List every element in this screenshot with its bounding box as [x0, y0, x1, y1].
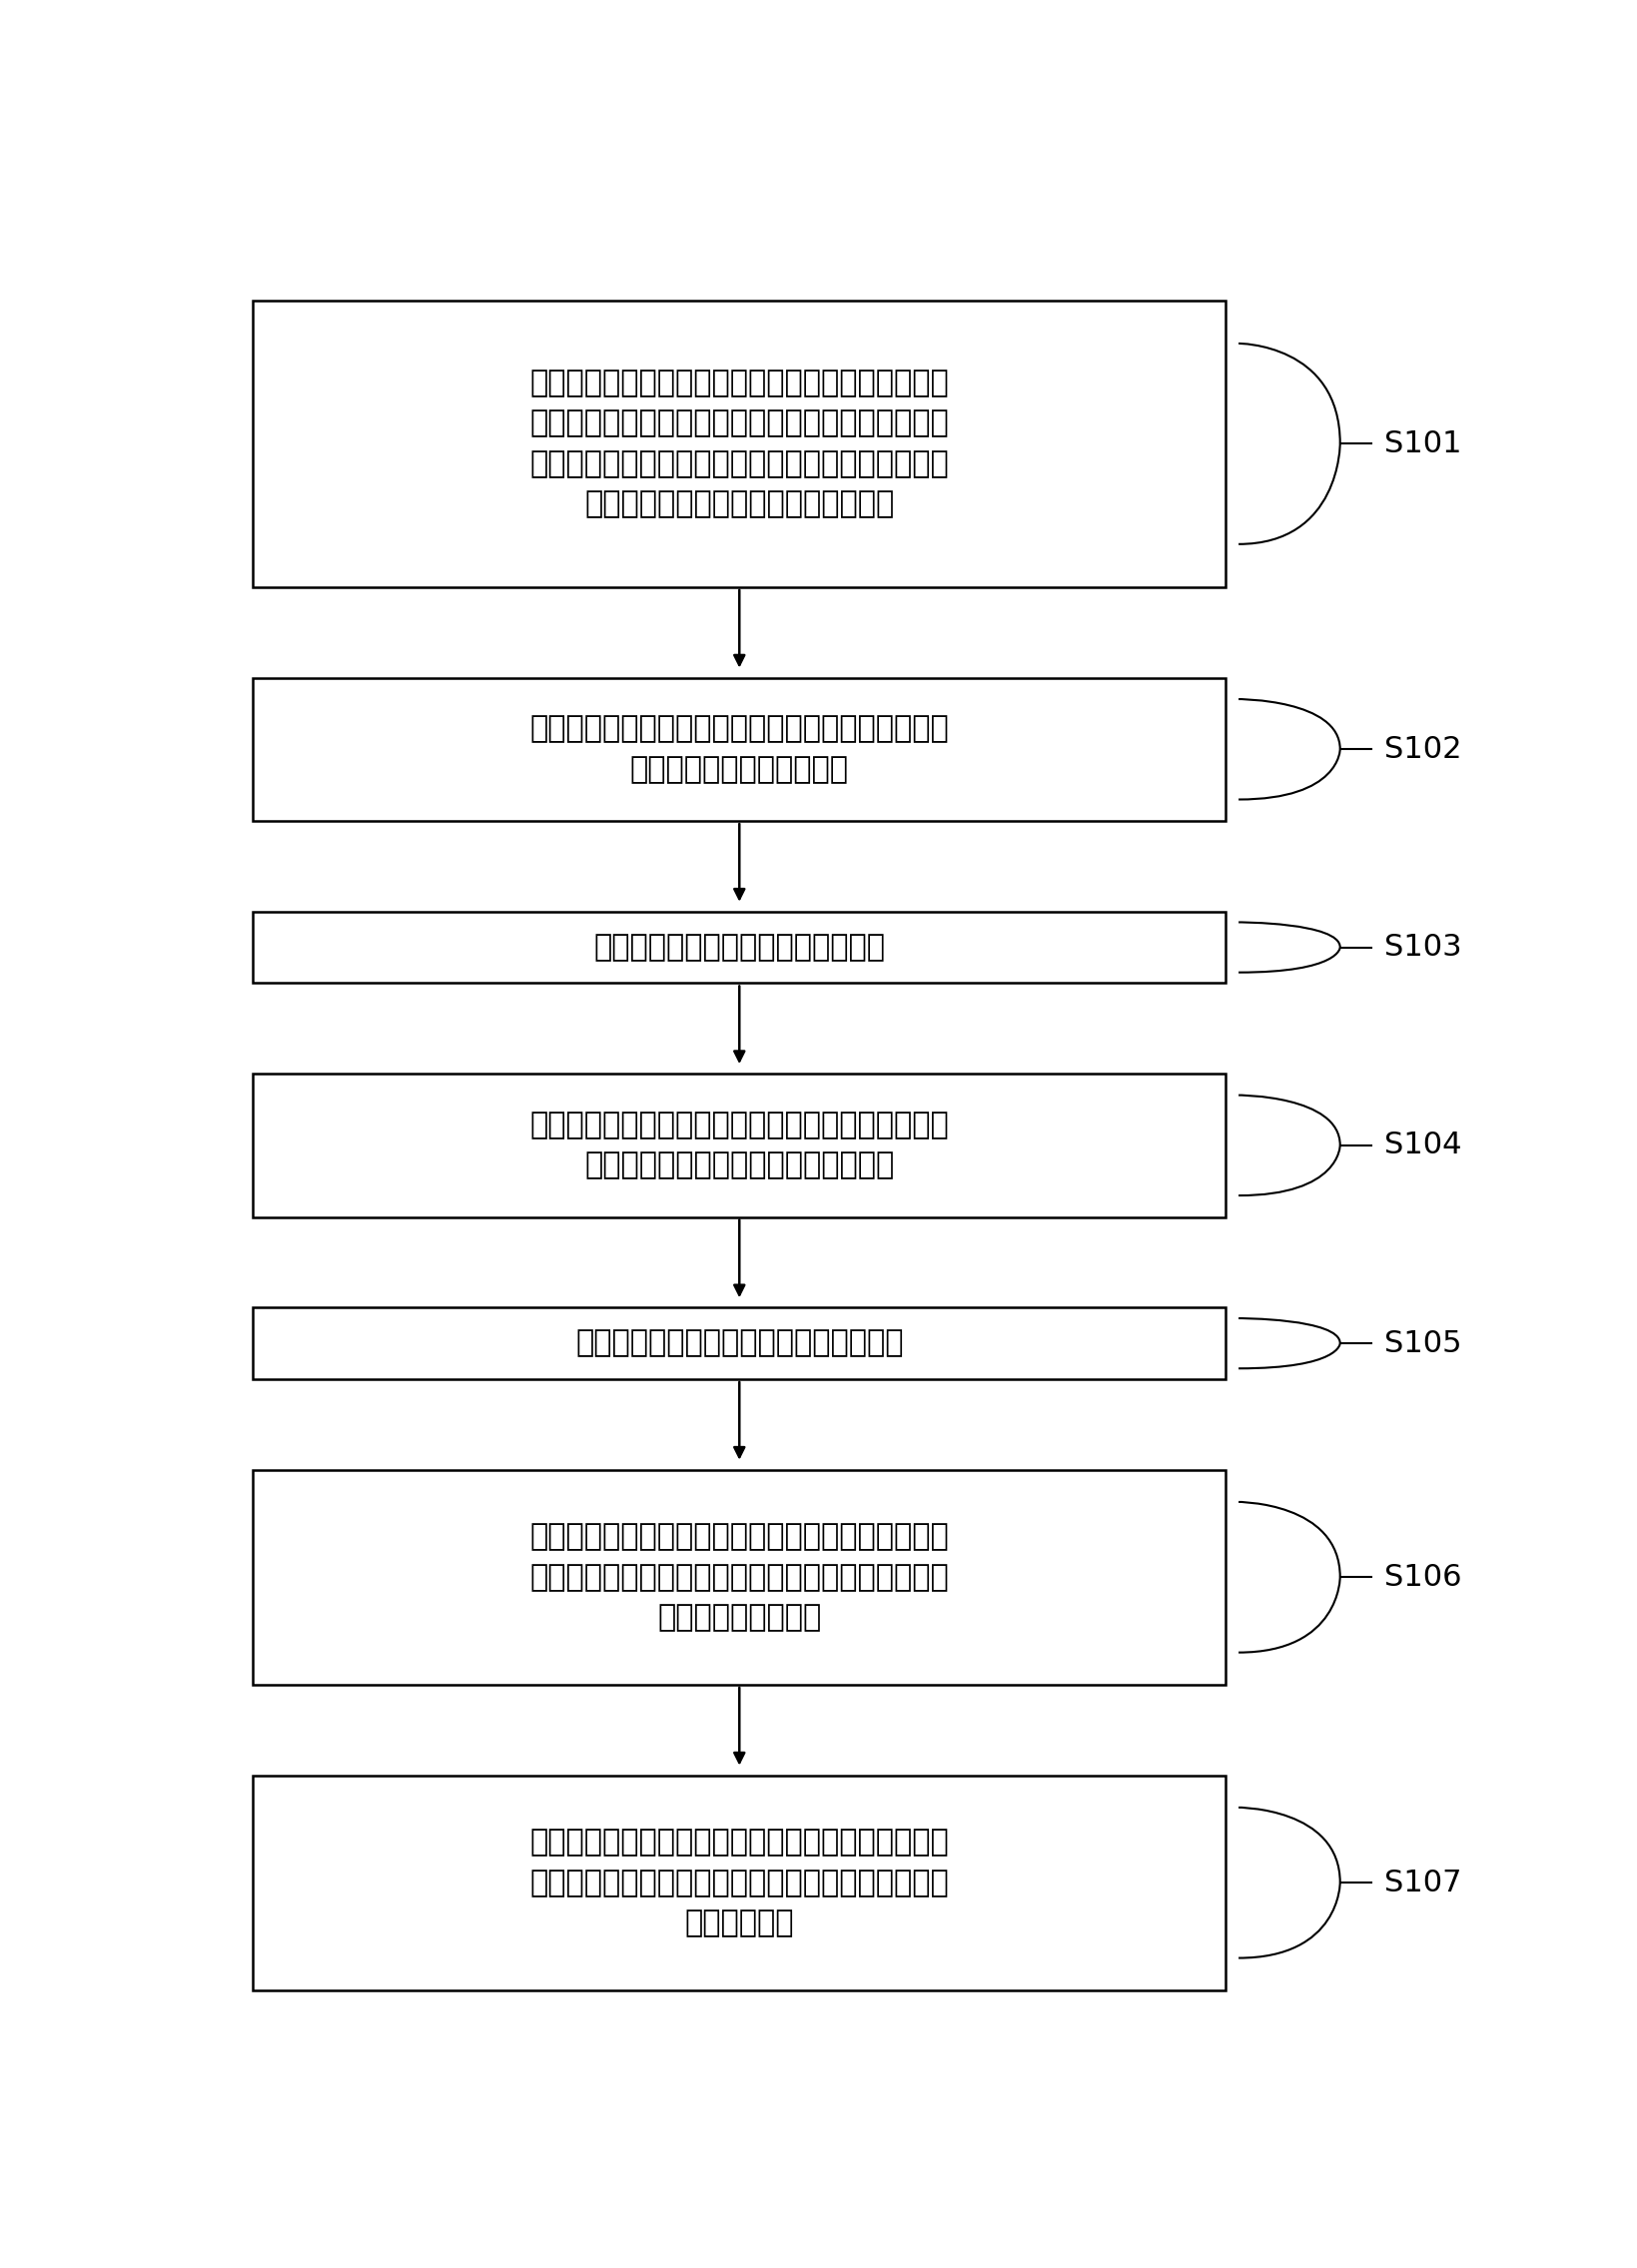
- Text: 进行第一退火处理，使所述第一金属层与所述第一掺
杂区的表层合金化形成第一欧姆接触区: 进行第一退火处理，使所述第一金属层与所述第一掺 杂区的表层合金化形成第一欧姆接触…: [530, 1111, 949, 1179]
- Text: S103: S103: [1385, 932, 1462, 962]
- Text: 形成第二金属层，所述第二金属层至少覆盖所述第二
掺杂区暴露的区域，其中，所述第一金属层与所述第
二金属层的材质不同: 形成第二金属层，所述第二金属层至少覆盖所述第二 掺杂区暴露的区域，其中，所述第一…: [530, 1522, 949, 1633]
- Text: 提供衬底，形成从所述衬底顶表面延伸至所述衬底内
部的第一掺杂区和与所述第一掺杂区邻接且导电类型
相反的第二掺杂区，在所述衬底上方形成栅极结构，
所述栅极结构覆盖: 提供衬底，形成从所述衬底顶表面延伸至所述衬底内 部的第一掺杂区和与所述第一掺杂区…: [530, 370, 949, 519]
- Bar: [252, 1309, 1226, 1379]
- Text: 在所述栅极结构的侧壁形成侧墙，所述侧墙至少覆盖
所述第二掺杂区暴露的区域: 在所述栅极结构的侧壁形成侧墙，所述侧墙至少覆盖 所述第二掺杂区暴露的区域: [530, 714, 949, 785]
- Bar: [252, 299, 1226, 587]
- Text: S104: S104: [1385, 1132, 1462, 1159]
- Bar: [252, 1470, 1226, 1685]
- Bar: [252, 1776, 1226, 1991]
- Text: S107: S107: [1385, 1869, 1462, 1898]
- Text: S106: S106: [1385, 1563, 1462, 1592]
- Text: S102: S102: [1385, 735, 1462, 764]
- Text: 进行第二退火处理，使所述第二金属层与所述第二金
属层至少覆盖的所述第二掺杂区的表层合金化形成第
二欧姆接触区: 进行第二退火处理，使所述第二金属层与所述第二金 属层至少覆盖的所述第二掺杂区的表…: [530, 1828, 949, 1937]
- Bar: [252, 912, 1226, 982]
- Bar: [252, 1073, 1226, 1218]
- Text: 在所述第一掺杂区上形成第一金属层: 在所述第一掺杂区上形成第一金属层: [594, 932, 886, 962]
- Bar: [252, 678, 1226, 821]
- Text: 去除所述侧墙，以暴露出所述第二掺杂区: 去除所述侧墙，以暴露出所述第二掺杂区: [575, 1329, 904, 1359]
- Text: S105: S105: [1385, 1329, 1462, 1359]
- Text: S101: S101: [1385, 429, 1462, 458]
